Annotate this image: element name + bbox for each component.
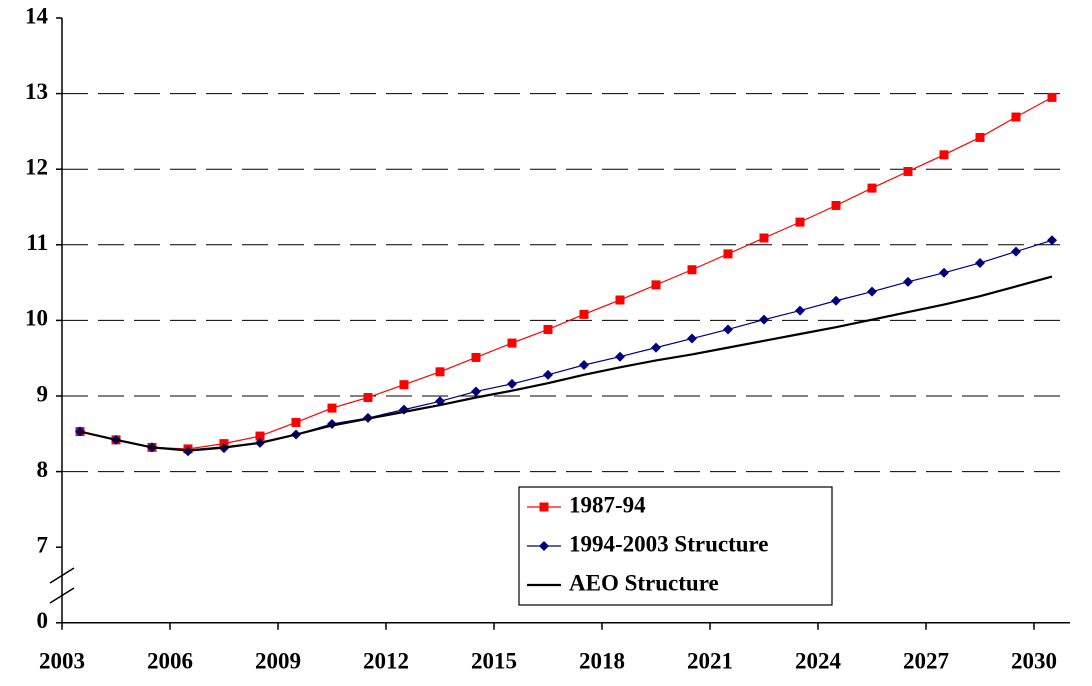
y-tick-label: 13 — [25, 79, 48, 104]
legend-label: AEO Structure — [569, 570, 719, 595]
x-tick-label: 2027 — [903, 648, 949, 673]
marker — [1011, 246, 1021, 257]
marker — [903, 276, 913, 287]
marker — [1047, 92, 1057, 102]
marker — [291, 417, 301, 427]
marker — [1047, 235, 1057, 246]
marker — [507, 338, 517, 348]
y-tick-label: 8 — [37, 457, 49, 482]
y-tick-label: 14 — [25, 3, 49, 28]
marker — [687, 265, 697, 275]
y-tick-label: 10 — [25, 306, 48, 331]
x-tick-label: 2018 — [579, 648, 625, 673]
x-tick-label: 2021 — [687, 648, 733, 673]
marker — [975, 257, 985, 268]
marker — [579, 309, 589, 319]
legend-label: 1994-2003 Structure — [569, 531, 769, 556]
marker — [975, 132, 985, 142]
marker — [255, 431, 265, 441]
marker — [723, 249, 733, 259]
series-line — [79, 96, 1053, 450]
series-line — [79, 275, 1053, 452]
marker — [867, 183, 877, 193]
marker — [507, 378, 517, 389]
marker — [615, 295, 625, 305]
marker — [795, 305, 805, 316]
marker — [831, 200, 841, 210]
y-tick-label: 12 — [25, 154, 48, 179]
marker — [651, 342, 661, 353]
x-tick-label: 2006 — [147, 648, 193, 673]
x-tick-label: 2003 — [39, 648, 85, 673]
marker — [939, 150, 949, 160]
marker — [651, 280, 661, 290]
y-tick-label: 7 — [37, 532, 49, 557]
marker — [759, 314, 769, 325]
marker — [471, 352, 481, 362]
y-tick-label: 9 — [37, 381, 49, 406]
legend-label: 1987-94 — [569, 492, 646, 517]
x-tick-label: 2012 — [363, 648, 409, 673]
marker — [939, 267, 949, 278]
marker — [687, 333, 697, 344]
marker — [867, 286, 877, 297]
marker — [723, 324, 733, 335]
marker — [795, 217, 805, 227]
marker — [539, 541, 549, 551]
marker — [435, 367, 445, 377]
legend-box — [518, 486, 833, 606]
x-tick-label: 2009 — [255, 648, 301, 673]
marker — [1011, 112, 1021, 122]
x-tick-label: 2015 — [471, 648, 517, 673]
marker — [399, 380, 409, 390]
marker — [615, 351, 625, 362]
marker — [543, 369, 553, 380]
marker — [327, 403, 337, 413]
marker — [471, 386, 481, 397]
marker — [539, 502, 549, 512]
marker — [759, 233, 769, 243]
marker — [543, 324, 553, 334]
marker — [903, 166, 913, 176]
marker — [579, 360, 589, 371]
marker — [363, 393, 373, 403]
x-tick-label: 2030 — [1011, 648, 1057, 673]
series-line — [79, 239, 1053, 452]
y-tick-label: 0 — [37, 608, 49, 633]
x-tick-label: 2024 — [795, 648, 842, 673]
y-tick-label: 11 — [26, 230, 48, 255]
marker — [831, 295, 841, 306]
